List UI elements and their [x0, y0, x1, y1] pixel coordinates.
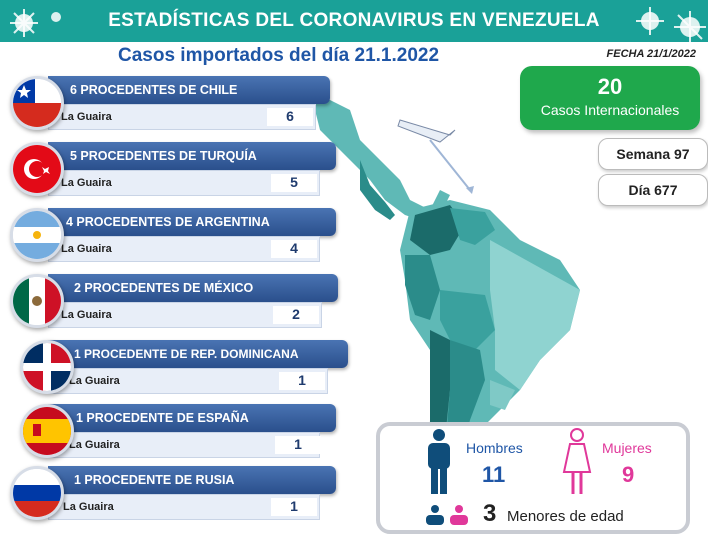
international-cases-label: Casos Internacionales	[540, 102, 680, 118]
women-count: 9	[622, 462, 635, 487]
row-label: 5 PROCEDENTES DE TURQUÍA	[48, 142, 336, 170]
week-badge: Semana 97	[598, 138, 708, 170]
virus-icon	[10, 9, 61, 37]
international-cases-count: 20	[597, 74, 623, 99]
airplane-icon	[397, 119, 474, 194]
minors-label: Menores de edad	[507, 508, 624, 525]
day-badge: Día 677	[598, 174, 708, 206]
row-city: La Guaira	[63, 501, 114, 513]
minors-count: 3	[483, 500, 497, 527]
list-item: 2 PROCEDENTES DE MÉXICO La Guaira 2	[8, 270, 338, 332]
spain-flag-icon	[20, 404, 74, 458]
row-body: La Guaira 2	[48, 302, 322, 328]
women-label: Mujeres	[602, 440, 652, 456]
list-item: 4 PROCEDENTES DE ARGENTINA La Guaira 4	[8, 204, 338, 266]
row-label: 2 PROCEDENTES DE MÉXICO	[48, 274, 338, 302]
row-label: 4 PROCEDENTES DE ARGENTINA	[48, 208, 336, 236]
list-item: 5 PROCEDENTES DE TURQUÍA La Guaira 5	[8, 138, 338, 200]
list-item: 1 PROCEDENTE DE REP. DOMINICANA La Guair…	[8, 336, 348, 398]
row-count: 1	[275, 436, 321, 454]
page-title: ESTADÍSTICAS DEL CORONAVIRUS EN VENEZUEL…	[108, 10, 600, 31]
woman-icon	[562, 428, 592, 494]
argentina-flag-icon	[10, 208, 64, 262]
row-city: La Guaira	[61, 309, 112, 321]
men-count: 11	[482, 462, 506, 487]
men-label: Hombres	[466, 440, 523, 456]
row-body: La Guaira 1	[48, 494, 320, 520]
row-city: La Guaira	[69, 439, 120, 451]
row-count: 5	[271, 174, 317, 192]
row-label: 1 PROCEDENTE DE RUSIA	[48, 466, 336, 494]
row-count: 4	[271, 240, 317, 258]
row-count: 1	[279, 372, 325, 390]
international-cases-box: 20 Casos Internacionales	[520, 66, 700, 130]
row-city: La Guaira	[69, 375, 120, 387]
row-body: La Guaira 5	[48, 170, 320, 196]
row-city: La Guaira	[61, 177, 112, 189]
turkey-flag-icon	[10, 142, 64, 196]
row-label: 1 PROCEDENTE DE REP. DOMINICANA	[48, 340, 348, 368]
row-count: 6	[267, 108, 313, 126]
date-label: FECHA 21/1/2022	[606, 48, 696, 60]
subtitle: Casos importados del día 21.1.2022	[118, 45, 440, 66]
row-city: La Guaira	[61, 243, 112, 255]
row-count: 1	[271, 498, 317, 516]
list-item: 6 PROCEDENTES DE CHILE La Guaira 6	[8, 72, 338, 134]
row-body: La Guaira 6	[48, 104, 316, 130]
row-city: La Guaira	[61, 111, 112, 123]
row-label: 6 PROCEDENTES DE CHILE	[48, 76, 330, 104]
mexico-flag-icon	[10, 274, 64, 328]
minors-icon	[426, 505, 468, 525]
list-item: 1 PROCEDENTE DE ESPAÑA La Guaira 1	[8, 400, 338, 462]
row-label: 1 PROCEDENTE DE ESPAÑA	[48, 404, 336, 432]
header-banner: ESTADÍSTICAS DEL CORONAVIRUS EN VENEZUEL…	[0, 0, 708, 42]
virus-icon	[636, 7, 706, 43]
row-body: La Guaira 4	[48, 236, 320, 262]
russia-flag-icon	[10, 466, 64, 520]
row-body: La Guaira 1	[48, 432, 321, 458]
man-icon	[428, 429, 450, 494]
list-item: 1 PROCEDENTE DE RUSIA La Guaira 1	[8, 462, 338, 524]
chile-flag-icon	[10, 76, 64, 130]
row-body: La Guaira 1	[48, 368, 328, 394]
dominican-flag-icon	[20, 340, 74, 394]
row-count: 2	[273, 306, 319, 324]
gender-breakdown: Hombres 11 Mujeres 9 3 Menores de edad	[376, 422, 690, 534]
